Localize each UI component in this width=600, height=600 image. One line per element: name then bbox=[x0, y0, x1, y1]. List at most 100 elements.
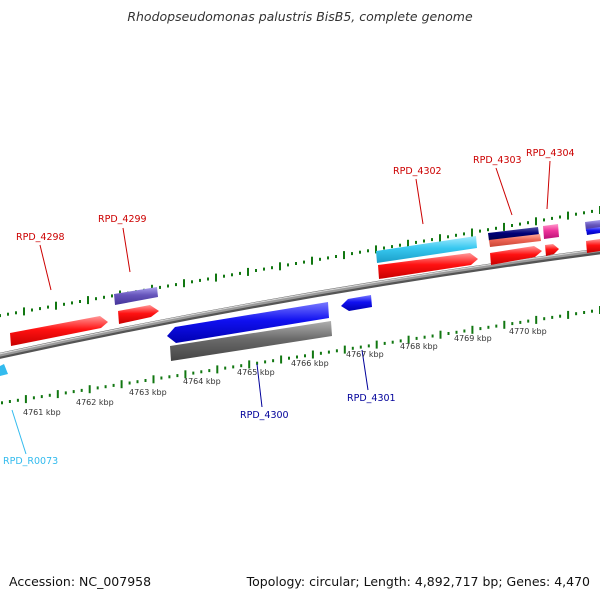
scale-minor-tick bbox=[16, 398, 19, 402]
gene-rpd-4300-arrow[interactable] bbox=[167, 302, 329, 343]
scale-minor-tick bbox=[304, 354, 306, 358]
connector-rpd-4300 bbox=[256, 363, 263, 408]
scale-minor-tick bbox=[583, 311, 586, 314]
scale-major-tick bbox=[215, 273, 217, 282]
scale-major-tick bbox=[184, 370, 187, 379]
scale-minor-tick bbox=[583, 211, 585, 215]
gene-label-rpd-4300[interactable]: RPD_4300 bbox=[240, 410, 289, 421]
scale-major-tick bbox=[248, 360, 251, 369]
gene-label-rpd-4304[interactable]: RPD_4304 bbox=[526, 148, 575, 159]
scale-minor-tick bbox=[63, 302, 65, 306]
scale-minor-tick bbox=[224, 366, 227, 370]
scale-minor-tick bbox=[527, 319, 530, 323]
gene-rpd-4301-arrow[interactable] bbox=[341, 295, 372, 311]
connector-rpd-4304 bbox=[546, 160, 551, 210]
scale-minor-tick bbox=[519, 320, 522, 324]
scale-minor-tick bbox=[207, 277, 209, 281]
accession-label: Accession: NC_007958 bbox=[9, 574, 152, 589]
scale-minor-tick bbox=[296, 355, 298, 359]
scale-major-tick bbox=[247, 267, 249, 276]
gene-rpd-4299-arrow[interactable] bbox=[118, 305, 159, 324]
scale-major-tick bbox=[407, 335, 410, 344]
gene-label-rpd-4301[interactable]: RPD_4301 bbox=[347, 393, 396, 404]
connector-rpd-4301 bbox=[361, 349, 369, 391]
gene-rpd-4303-sub-feature[interactable] bbox=[489, 234, 541, 247]
scale-minor-tick bbox=[335, 349, 338, 353]
scale-minor-tick bbox=[8, 400, 11, 403]
scale-minor-tick bbox=[575, 312, 578, 316]
gene-label-rpd-4303[interactable]: RPD_4303 bbox=[473, 155, 522, 166]
scale-minor-tick bbox=[64, 391, 67, 395]
scale-minor-tick bbox=[95, 297, 97, 301]
scale-minor-tick bbox=[168, 375, 171, 379]
gene-label-rpd-4298[interactable]: RPD_4298 bbox=[16, 232, 65, 243]
scale-minor-tick bbox=[367, 344, 370, 348]
scale-minor-tick bbox=[256, 361, 259, 365]
scale-minor-tick bbox=[423, 335, 426, 339]
scale-minor-tick bbox=[319, 351, 322, 355]
gene-features bbox=[0, 220, 600, 376]
scale-minor-tick bbox=[447, 235, 449, 239]
scale-minor-tick bbox=[32, 396, 35, 400]
gene-edge-feature-blue[interactable] bbox=[586, 227, 600, 235]
gene-label-rpd-4302[interactable]: RPD_4302 bbox=[393, 166, 442, 177]
kbp-label: 4763 kbp bbox=[129, 388, 167, 397]
scale-major-tick bbox=[120, 380, 123, 389]
gene-label-rpd-r0073[interactable]: RPD_R0073 bbox=[3, 456, 58, 467]
scale-minor-tick bbox=[31, 308, 33, 312]
scale-minor-tick bbox=[351, 252, 353, 256]
gene-rpd-4304-feature[interactable] bbox=[543, 224, 559, 239]
gene-rpd-4303-feature[interactable] bbox=[488, 227, 539, 241]
scale-labels: 4761 kbp 4762 kbp 4763 kbp 4764 kbp 4765… bbox=[23, 327, 547, 417]
scale-minor-tick bbox=[47, 305, 49, 309]
scale-ticks bbox=[0, 206, 600, 405]
gene-rpd-4304-arrow[interactable] bbox=[545, 244, 559, 256]
scale-minor-tick bbox=[383, 246, 385, 250]
gene-label-rpd-4299[interactable]: RPD_4299 bbox=[98, 214, 147, 225]
scale-minor-tick bbox=[80, 388, 83, 392]
scale-minor-tick bbox=[223, 274, 225, 278]
scale-minor-tick bbox=[144, 379, 147, 382]
genome-summary: Topology: circular; Length: 4,892,717 bp… bbox=[246, 574, 590, 589]
scale-minor-tick bbox=[287, 263, 289, 267]
scale-minor-tick bbox=[391, 245, 393, 249]
scale-major-tick bbox=[471, 325, 474, 334]
scale-minor-tick bbox=[455, 330, 458, 334]
scale-minor-tick bbox=[239, 271, 241, 275]
scale-major-tick bbox=[183, 279, 185, 288]
gene-rpd-4299-feature[interactable] bbox=[114, 287, 158, 305]
scale-major-tick bbox=[280, 355, 283, 364]
gene-rpd-4298-arrow[interactable] bbox=[10, 316, 108, 346]
kbp-label: 4761 kbp bbox=[23, 408, 61, 417]
gene-rpd-4302-arrow[interactable] bbox=[378, 253, 478, 279]
scale-minor-tick bbox=[399, 339, 402, 343]
scale-minor-tick bbox=[415, 336, 418, 340]
scale-minor-tick bbox=[591, 209, 593, 213]
scale-major-tick bbox=[216, 365, 219, 374]
kbp-label: 4767 kbp bbox=[346, 350, 384, 359]
kbp-label: 4765 kbp bbox=[237, 368, 275, 377]
gene-rpd-4303-arrow[interactable] bbox=[490, 246, 542, 265]
gene-rpd-4300-feature[interactable] bbox=[170, 321, 332, 361]
connector-rpd-4302 bbox=[415, 178, 424, 225]
scale-minor-tick bbox=[48, 393, 51, 397]
scale-minor-tick bbox=[103, 295, 105, 299]
scale-major-tick bbox=[311, 256, 313, 265]
scale-major-tick bbox=[343, 345, 346, 354]
scale-minor-tick bbox=[232, 365, 235, 369]
scale-major-tick bbox=[88, 385, 91, 394]
scale-minor-tick bbox=[72, 390, 75, 394]
scale-minor-tick bbox=[295, 262, 297, 265]
scale-major-tick bbox=[56, 390, 59, 399]
gene-rpd-4302-feature[interactable] bbox=[376, 236, 477, 263]
scale-minor-tick bbox=[175, 283, 177, 287]
gene-rpd-r0073-marker[interactable] bbox=[0, 364, 8, 376]
connector-rpd-4299 bbox=[122, 227, 131, 273]
scale-major-tick bbox=[311, 350, 314, 359]
gene-edge-arrow-red[interactable] bbox=[586, 239, 600, 253]
scale-minor-tick bbox=[319, 257, 321, 261]
gene-labels: RPD_4298 RPD_4299 RPD_4302 RPD_4303 RPD_… bbox=[3, 148, 575, 467]
scale-minor-tick bbox=[128, 381, 131, 385]
scale-minor-tick bbox=[383, 341, 386, 345]
